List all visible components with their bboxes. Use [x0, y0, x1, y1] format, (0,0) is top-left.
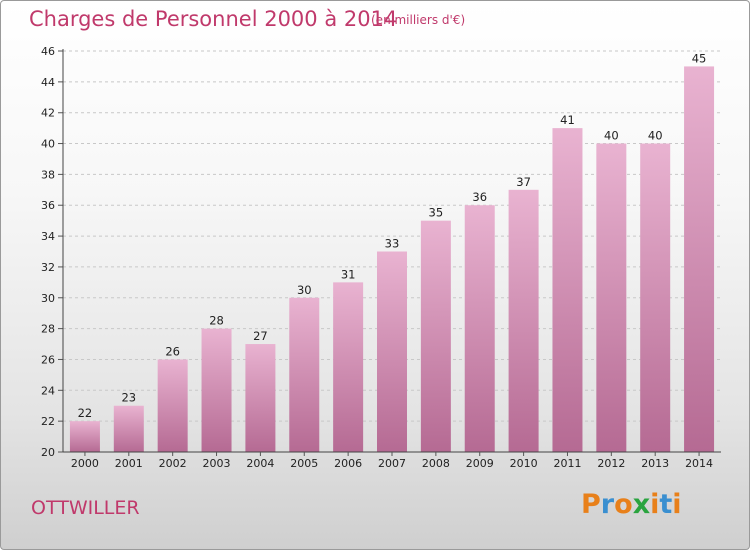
data-label: 36 [472, 190, 487, 204]
data-label: 40 [648, 129, 663, 143]
logo-letter: i [672, 489, 682, 520]
bar-layer: 22 23 26 28 27 30 31 33 35 36 37 41 40 40 45 [69, 51, 715, 453]
bar-2011 [552, 128, 583, 452]
logo-letter: i [650, 489, 660, 520]
x-tick-label: 2003 [203, 457, 231, 470]
logo-letter: P [581, 489, 601, 520]
bar-2001 [113, 405, 144, 452]
y-tick-label: 38 [41, 168, 55, 181]
proxiti-logo[interactable]: Proxiti [581, 489, 682, 520]
data-label: 27 [253, 329, 268, 343]
bar-2006 [333, 282, 364, 452]
bar-2003 [201, 328, 232, 452]
x-tick-label: 2008 [422, 457, 450, 470]
data-label: 22 [78, 406, 93, 420]
logo-letter: o [614, 489, 633, 520]
bar-2009 [464, 205, 495, 452]
axis-layer: 20 22 24 26 28 30 32 34 36 38 40 42 44 46 2000 2001 2002… [41, 45, 721, 470]
bar-2008 [420, 220, 451, 452]
x-tick-label: 2005 [290, 457, 318, 470]
data-label: 30 [297, 283, 312, 297]
x-tick-label: 2001 [115, 457, 143, 470]
bar-2007 [377, 251, 407, 452]
x-tick-label: 2007 [378, 457, 406, 470]
data-label: 28 [209, 314, 224, 328]
logo-letter: t [659, 489, 673, 520]
x-tick-label: 2002 [159, 457, 187, 470]
x-tick-label: 2000 [71, 457, 99, 470]
x-tick-label: 2013 [641, 457, 669, 470]
data-label: 40 [604, 129, 619, 143]
data-label: 31 [341, 267, 356, 281]
bar-2000 [69, 421, 100, 452]
x-tick-label: 2004 [246, 457, 274, 470]
data-label: 41 [560, 113, 575, 127]
x-tick-label: 2010 [510, 457, 538, 470]
logo-letter: x [632, 489, 651, 520]
y-tick-label: 40 [41, 138, 55, 151]
y-tick-label: 46 [41, 45, 55, 58]
data-label: 33 [385, 237, 400, 251]
y-tick-label: 42 [41, 107, 55, 120]
data-label: 37 [516, 175, 531, 189]
x-tick-label: 2006 [334, 457, 362, 470]
bar-2004 [245, 344, 276, 452]
x-tick-label: 2014 [685, 457, 713, 470]
y-tick-label: 32 [41, 261, 55, 274]
x-tick-label: 2009 [466, 457, 494, 470]
y-tick-label: 36 [41, 199, 55, 212]
bar-2005 [289, 297, 320, 452]
y-tick-label: 44 [41, 76, 55, 89]
bar-2012 [596, 143, 627, 453]
x-tick-label: 2011 [553, 457, 581, 470]
bar-2002 [157, 359, 188, 452]
y-tick-label: 28 [41, 323, 55, 336]
data-label: 23 [121, 391, 136, 405]
y-tick-label: 22 [41, 415, 55, 428]
y-tick-label: 20 [41, 446, 55, 459]
bar-2013 [640, 143, 671, 453]
y-tick-label: 30 [41, 292, 55, 305]
data-label: 26 [165, 344, 180, 358]
chart-subtitle: (en milliers d'€) [371, 13, 466, 27]
chart-title: Charges de Personnel 2000 à 2014 [29, 7, 398, 31]
location-name: OTTWILLER [31, 497, 140, 519]
y-tick-label: 34 [41, 230, 55, 243]
bar-2010 [508, 189, 539, 453]
y-tick-label: 26 [41, 353, 55, 366]
bar-2014 [684, 66, 715, 452]
data-label: 35 [429, 206, 444, 220]
y-tick-label: 24 [41, 384, 55, 397]
logo-letter: r [600, 489, 615, 520]
x-tick-label: 2012 [597, 457, 625, 470]
data-label: 45 [692, 51, 707, 65]
